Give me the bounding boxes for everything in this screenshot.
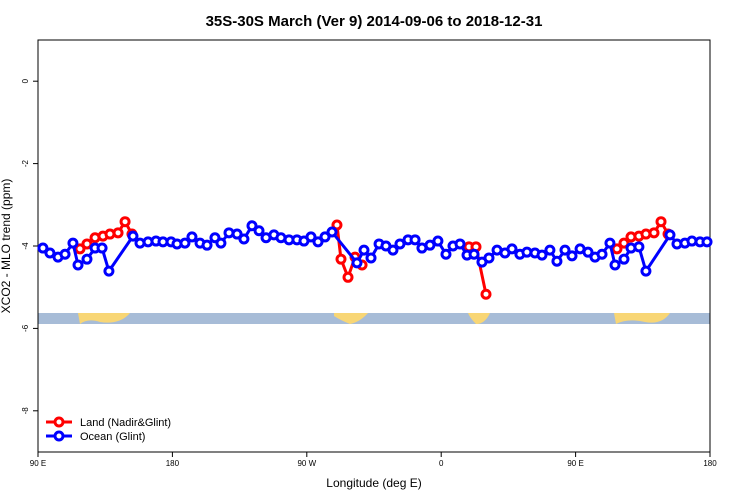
data-point: [67, 237, 79, 249]
data-point: [44, 247, 56, 259]
legend-marker: [53, 416, 65, 428]
data-point: [664, 229, 676, 241]
data-point: [596, 248, 608, 260]
y-tick-label: -4: [21, 242, 30, 250]
data-point: [409, 234, 421, 246]
x-tick-label: 0: [439, 459, 444, 468]
data-point: [331, 219, 343, 231]
data-point: [326, 226, 338, 238]
data-point: [253, 225, 265, 237]
legend-marker: [53, 430, 65, 442]
x-tick-label: 90 E: [30, 459, 46, 468]
data-point: [582, 246, 594, 258]
x-tick-label: 90 W: [297, 459, 316, 468]
x-axis-label: Longitude (deg E): [326, 476, 421, 490]
data-point: [633, 241, 645, 253]
data-point: [424, 239, 436, 251]
legend-label: Ocean (Glint): [80, 431, 145, 443]
map-strip: [38, 313, 710, 324]
data-point: [536, 249, 548, 261]
y-axis-label: XCO2 - MLO trend (ppm): [0, 179, 13, 314]
data-point: [655, 216, 667, 228]
data-point: [59, 248, 71, 260]
data-point: [201, 239, 213, 251]
data-point: [72, 259, 84, 271]
data-point: [648, 227, 660, 239]
data-point: [186, 231, 198, 243]
y-tick-label: -6: [21, 324, 30, 332]
data-point: [454, 238, 466, 250]
data-point: [432, 235, 444, 247]
data-point: [246, 220, 258, 232]
data-point: [640, 265, 652, 277]
x-tick-label: 180: [703, 459, 717, 468]
data-point: [238, 233, 250, 245]
data-point: [319, 231, 331, 243]
data-point: [618, 253, 630, 265]
legend: Land (Nadir&Glint) Ocean (Glint): [46, 416, 171, 443]
data-point: [365, 252, 377, 264]
data-point: [559, 244, 571, 256]
data-point: [506, 243, 518, 255]
data-point: [701, 236, 713, 248]
data-point: [312, 236, 324, 248]
data-point: [544, 244, 556, 256]
data-point: [609, 259, 621, 271]
data-point: [119, 216, 131, 228]
data-point: [483, 252, 495, 264]
data-point: [112, 227, 124, 239]
data-point: [566, 250, 578, 262]
data-point: [358, 244, 370, 256]
series-line: [42, 223, 708, 275]
chart-title: 35S-30S March (Ver 9) 2014-09-06 to 2018…: [206, 13, 543, 30]
data-point: [468, 248, 480, 260]
data-point: [551, 255, 563, 267]
data-point: [96, 242, 108, 254]
y-tick-label: -8: [21, 407, 30, 415]
data-point: [604, 237, 616, 249]
data-point: [394, 238, 406, 250]
data-point: [81, 238, 93, 250]
data-point: [231, 228, 243, 240]
data-point: [74, 243, 86, 255]
legend-label: Land (Nadir&Glint): [80, 417, 171, 429]
y-tick-label: -2: [21, 159, 30, 167]
data-point: [179, 237, 191, 249]
data-point: [342, 271, 354, 283]
data-point: [387, 244, 399, 256]
data-point: [305, 231, 317, 243]
data-point: [440, 248, 452, 260]
data-point: [480, 288, 492, 300]
x-tick-label: 180: [166, 459, 180, 468]
data-point: [351, 257, 363, 269]
data-point: [81, 253, 93, 265]
data-point: [335, 253, 347, 265]
data-point: [127, 230, 139, 242]
data-point: [103, 265, 115, 277]
data-point: [215, 237, 227, 249]
data-point: [611, 243, 623, 255]
y-tick-label: 0: [21, 78, 30, 83]
data-point: [618, 237, 630, 249]
x-tick-label: 90 E: [567, 459, 583, 468]
data-point: [37, 242, 49, 254]
